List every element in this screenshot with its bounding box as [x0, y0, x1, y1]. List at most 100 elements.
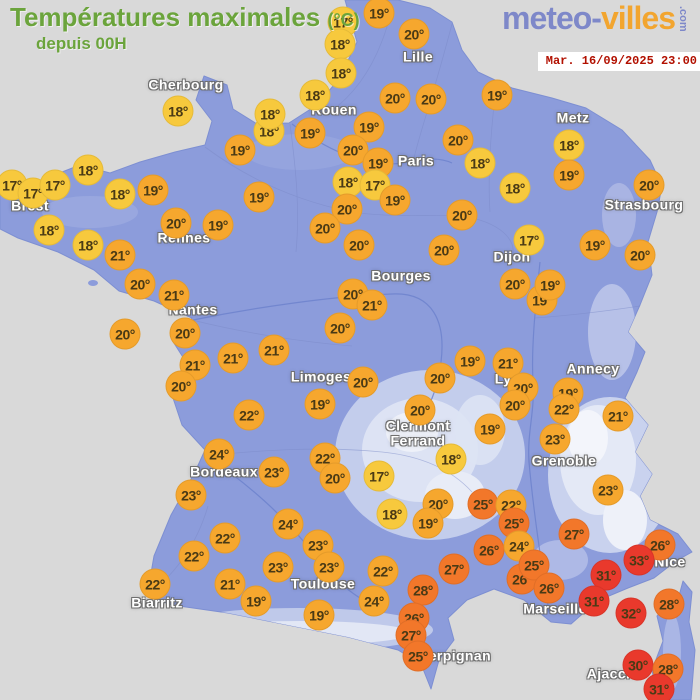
temp-bubble[interactable]: 20° — [165, 370, 197, 402]
temp-bubble[interactable]: 20° — [499, 389, 531, 421]
temp-bubble[interactable]: 18° — [299, 79, 331, 111]
temp-bubble[interactable]: 17° — [513, 224, 545, 256]
temp-bubble[interactable]: 31° — [578, 585, 610, 617]
temp-bubble[interactable]: 20° — [124, 268, 156, 300]
temp-bubble[interactable]: 20° — [442, 124, 474, 156]
temp-bubble[interactable]: 18° — [104, 178, 136, 210]
temp-bubble[interactable]: 25° — [402, 640, 434, 672]
temp-bubble[interactable]: 22° — [233, 399, 265, 431]
temp-bubble[interactable]: 18° — [464, 147, 496, 179]
temp-bubble[interactable]: 19° — [363, 0, 395, 29]
temp-bubble[interactable]: 18° — [72, 154, 104, 186]
temp-bubble[interactable]: 17° — [363, 460, 395, 492]
temp-bubble[interactable]: 20° — [343, 229, 375, 261]
temp-bubble[interactable]: 22° — [178, 540, 210, 572]
city-label-marseille[interactable]: Marseille — [523, 600, 587, 617]
temp-bubble[interactable]: 20° — [428, 234, 460, 266]
city-label-perpignan[interactable]: Perpignan — [418, 647, 492, 664]
temp-bubble[interactable]: 18° — [254, 98, 286, 130]
temp-bubble[interactable]: 26° — [533, 572, 565, 604]
city-label-clermont-ferrand[interactable]: Clermont Ferrand — [385, 417, 451, 449]
city-label-annecy[interactable]: Annecy — [566, 360, 620, 377]
temp-bubble[interactable]: 21° — [217, 342, 249, 374]
temp-bubble[interactable]: 20° — [160, 207, 192, 239]
temp-bubble[interactable]: 22° — [139, 568, 171, 600]
temp-bubble[interactable]: 18° — [325, 57, 357, 89]
temp-bubble[interactable]: 19° — [294, 117, 326, 149]
temp-bubble[interactable]: 19° — [474, 413, 506, 445]
temp-bubble[interactable]: 19° — [202, 209, 234, 241]
temp-bubble[interactable]: 20° — [499, 268, 531, 300]
temp-bubble[interactable]: 21° — [602, 400, 634, 432]
temp-bubble[interactable]: 19° — [137, 174, 169, 206]
temp-bubble[interactable]: 21° — [104, 239, 136, 271]
city-label-bordeaux[interactable]: Bordeaux — [190, 463, 258, 480]
meteo-villes-logo[interactable]: meteo-villes .com — [502, 2, 689, 34]
temp-bubble[interactable]: 21° — [356, 289, 388, 321]
temp-bubble[interactable]: 19° — [579, 229, 611, 261]
temp-bubble[interactable]: 19° — [362, 147, 394, 179]
temp-bubble[interactable]: 22° — [548, 393, 580, 425]
temp-bubble[interactable]: 19° — [243, 181, 275, 213]
temp-bubble[interactable]: 24° — [272, 508, 304, 540]
temp-bubble[interactable]: 20° — [415, 83, 447, 115]
temp-bubble[interactable]: 23° — [262, 551, 294, 583]
temp-bubble[interactable]: 23° — [258, 456, 290, 488]
temp-bubble[interactable]: 23° — [539, 423, 571, 455]
temp-bubble[interactable]: 19° — [304, 388, 336, 420]
temp-bubble[interactable]: 19° — [240, 585, 272, 617]
temp-bubble[interactable]: 25° — [467, 488, 499, 520]
temp-bubble[interactable]: 18° — [72, 229, 104, 261]
temp-bubble[interactable]: 21° — [214, 568, 246, 600]
city-label-lille[interactable]: Lille — [402, 48, 434, 65]
temp-bubble[interactable]: 28° — [653, 588, 685, 620]
city-label-bourges[interactable]: Bourges — [371, 267, 431, 284]
temp-bubble[interactable]: 20° — [633, 169, 665, 201]
temp-bubble[interactable]: 28° — [407, 574, 439, 606]
temp-bubble[interactable]: 22° — [209, 522, 241, 554]
temp-bubble[interactable]: 24° — [203, 438, 235, 470]
city-label-limoges[interactable]: Limoges — [290, 368, 352, 385]
temp-bubble[interactable]: 32° — [615, 597, 647, 629]
temp-bubble[interactable]: 18° — [499, 172, 531, 204]
temp-bubble[interactable]: 17° — [39, 169, 71, 201]
temp-bubble[interactable]: 20° — [624, 239, 656, 271]
temp-bubble[interactable]: 21° — [258, 334, 290, 366]
temp-bubble[interactable]: 31° — [643, 673, 675, 700]
temp-bubble[interactable]: 20° — [446, 199, 478, 231]
city-label-metz[interactable]: Metz — [556, 109, 590, 126]
temp-bubble[interactable]: 24° — [358, 585, 390, 617]
temp-bubble[interactable]: 20° — [309, 212, 341, 244]
temp-bubble[interactable]: 19° — [553, 159, 585, 191]
temp-bubble[interactable]: 20° — [324, 312, 356, 344]
temp-bubble[interactable]: 20° — [398, 18, 430, 50]
temp-bubble[interactable]: 19° — [379, 184, 411, 216]
temp-bubble[interactable]: 23° — [313, 551, 345, 583]
temp-bubble[interactable]: 19° — [534, 269, 566, 301]
temp-bubble[interactable]: 20° — [169, 317, 201, 349]
city-label-grenoble[interactable]: Grenoble — [531, 452, 597, 469]
temp-bubble[interactable]: 27° — [438, 553, 470, 585]
temp-bubble[interactable]: 27° — [558, 518, 590, 550]
temp-bubble[interactable]: 23° — [175, 479, 207, 511]
temp-bubble[interactable]: 20° — [319, 462, 351, 494]
temp-bubble[interactable]: 22° — [367, 555, 399, 587]
city-label-toulouse[interactable]: Toulouse — [290, 575, 356, 592]
city-label-paris[interactable]: Paris — [397, 152, 435, 169]
temp-bubble[interactable]: 20° — [337, 134, 369, 166]
temp-bubble[interactable]: 19° — [454, 345, 486, 377]
temp-bubble[interactable]: 18° — [376, 498, 408, 530]
temp-bubble[interactable]: 18° — [332, 166, 364, 198]
temp-bubble[interactable]: 20° — [424, 362, 456, 394]
city-label-cherbourg[interactable]: Cherbourg — [148, 76, 224, 93]
temp-bubble[interactable]: 20° — [404, 394, 436, 426]
temp-bubble[interactable]: 18° — [324, 28, 356, 60]
temp-bubble[interactable]: 20° — [379, 82, 411, 114]
city-label-biarritz[interactable]: Biarritz — [131, 594, 183, 611]
temp-bubble[interactable]: 33° — [623, 544, 655, 576]
temp-bubble[interactable]: 18° — [435, 443, 467, 475]
temp-bubble[interactable]: 30° — [622, 649, 654, 681]
temp-bubble[interactable]: 23° — [592, 474, 624, 506]
temp-bubble[interactable]: 20° — [347, 366, 379, 398]
temp-bubble[interactable]: 18° — [553, 129, 585, 161]
